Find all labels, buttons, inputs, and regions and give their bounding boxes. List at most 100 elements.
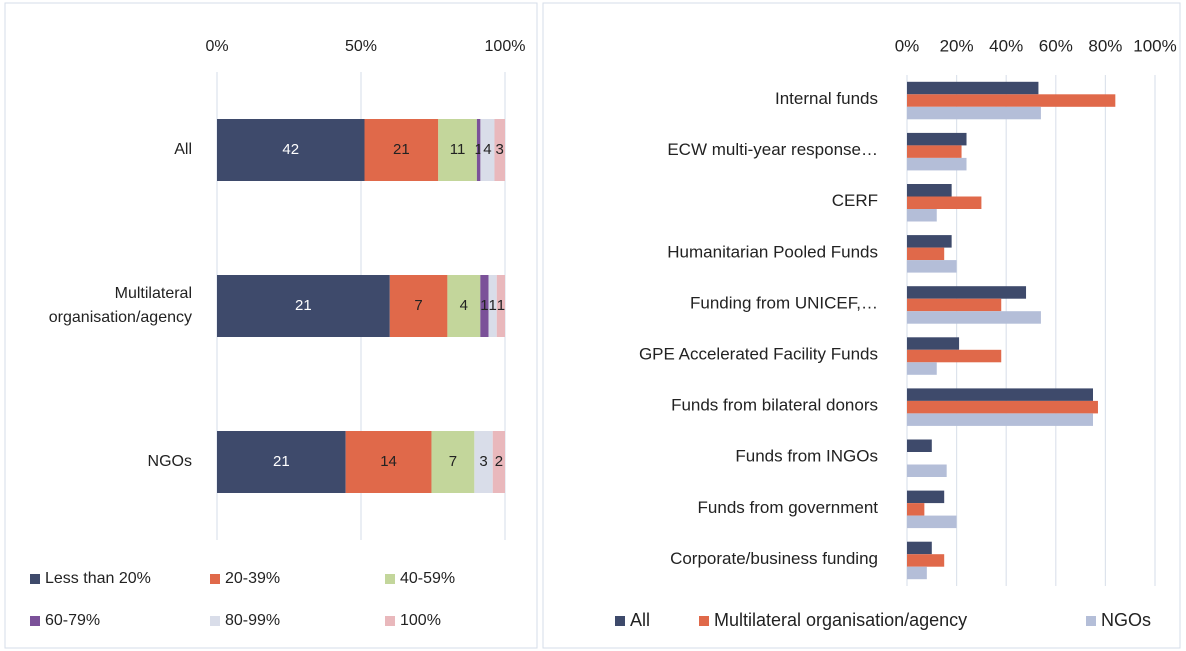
bar-segment xyxy=(217,119,365,181)
data-label: 21 xyxy=(295,297,312,314)
bar xyxy=(907,490,945,504)
bar-segment xyxy=(492,431,505,493)
bar xyxy=(907,184,952,197)
bar xyxy=(907,235,952,248)
bar xyxy=(907,260,957,273)
legend-swatch xyxy=(30,574,40,584)
bar-segment xyxy=(480,119,495,181)
data-label: 42 xyxy=(282,141,299,158)
legend-swatch xyxy=(30,616,40,626)
bar xyxy=(907,439,932,452)
data-label: 21 xyxy=(393,141,410,158)
bar xyxy=(907,566,927,580)
legend-swatch xyxy=(385,616,395,626)
x-tick-label: 20% xyxy=(940,36,974,55)
bar xyxy=(907,298,1002,312)
y-tick-label: GPE Accelerated Facility Funds xyxy=(639,345,878,364)
y-tick-label: Corporate/business funding xyxy=(670,549,878,568)
bar xyxy=(907,157,967,171)
bar-segment xyxy=(476,119,481,181)
data-label: 4 xyxy=(460,297,468,314)
bar xyxy=(907,247,945,261)
bar xyxy=(907,349,1002,363)
bar xyxy=(907,94,1116,107)
data-label: 1 xyxy=(480,297,488,314)
bar-segment xyxy=(494,119,505,181)
legend-swatch xyxy=(1086,616,1096,626)
data-label: 4 xyxy=(483,141,491,158)
y-tick-label: All xyxy=(174,141,192,158)
y-tick-label: Funds from INGOs xyxy=(735,447,878,466)
y-tick-label: CERF xyxy=(832,191,878,210)
bar xyxy=(907,413,1093,426)
legend-label: 80-99% xyxy=(225,612,280,629)
x-tick-label: 0% xyxy=(895,36,920,55)
bar xyxy=(907,286,1027,299)
bar xyxy=(907,400,1098,414)
legend-swatch xyxy=(210,616,220,626)
legend-label: 20-39% xyxy=(225,570,280,587)
y-tick-label: Multilateral organisation/agency xyxy=(49,285,192,326)
bar xyxy=(907,503,925,516)
x-tick-label: 40% xyxy=(989,36,1023,55)
bar xyxy=(907,81,1039,95)
y-tick-label: Internal funds xyxy=(775,89,878,108)
legend-label: NGOs xyxy=(1101,610,1151,630)
right-panel xyxy=(542,2,1181,649)
data-label: 21 xyxy=(273,453,290,470)
legend-label: Less than 20% xyxy=(45,570,151,587)
bar-segment xyxy=(364,119,439,181)
bar xyxy=(907,515,957,529)
bar-segment xyxy=(389,275,448,337)
x-tick-label: 50% xyxy=(345,38,377,55)
bar xyxy=(907,362,937,375)
bar xyxy=(907,388,1093,401)
y-tick-label: ECW multi-year response… xyxy=(667,140,878,159)
bar xyxy=(907,196,982,209)
legend-label: Multilateral organisation/agency xyxy=(714,610,967,630)
y-tick-label: Funds from bilateral donors xyxy=(671,396,878,415)
bar xyxy=(907,311,1041,324)
legend-swatch xyxy=(385,574,395,584)
bar-segment xyxy=(496,275,505,337)
bar-segment xyxy=(345,431,432,493)
legend-label: 40-59% xyxy=(400,570,455,587)
legend-label: All xyxy=(630,610,650,630)
data-label: 2 xyxy=(495,453,503,470)
bar xyxy=(907,337,960,350)
bar xyxy=(907,145,962,158)
bar-segment xyxy=(431,431,475,493)
data-label: 1 xyxy=(474,141,482,158)
y-tick-label: Funds from government xyxy=(698,498,879,517)
x-tick-label: 80% xyxy=(1088,36,1122,55)
bar-segment xyxy=(217,275,390,337)
legend-label: 100% xyxy=(400,612,441,629)
y-tick-label: Funding from UNICEF,… xyxy=(690,293,878,312)
bar-segment xyxy=(488,275,497,337)
left-panel xyxy=(4,2,538,649)
y-tick-label: Humanitarian Pooled Funds xyxy=(667,242,878,261)
bar-segment xyxy=(447,275,481,337)
data-label: 1 xyxy=(497,297,505,314)
data-label: 11 xyxy=(450,141,466,158)
data-label: 3 xyxy=(496,141,504,158)
data-label: 7 xyxy=(449,453,457,470)
bar xyxy=(907,464,947,477)
data-label: 3 xyxy=(479,453,487,470)
y-tick-label: NGOs xyxy=(148,453,192,470)
bar-segment xyxy=(474,431,493,493)
legend-swatch xyxy=(615,616,625,626)
data-label: 14 xyxy=(380,453,397,470)
bar-segment xyxy=(438,119,477,181)
x-tick-label: 100% xyxy=(485,38,526,55)
bar-segment xyxy=(480,275,489,337)
legend-swatch xyxy=(210,574,220,584)
bar xyxy=(907,209,937,222)
legend-swatch xyxy=(699,616,709,626)
x-tick-label: 0% xyxy=(205,38,228,55)
bar xyxy=(907,132,967,146)
bar xyxy=(907,554,945,567)
bar xyxy=(907,106,1041,120)
x-tick-label: 100% xyxy=(1133,36,1176,55)
